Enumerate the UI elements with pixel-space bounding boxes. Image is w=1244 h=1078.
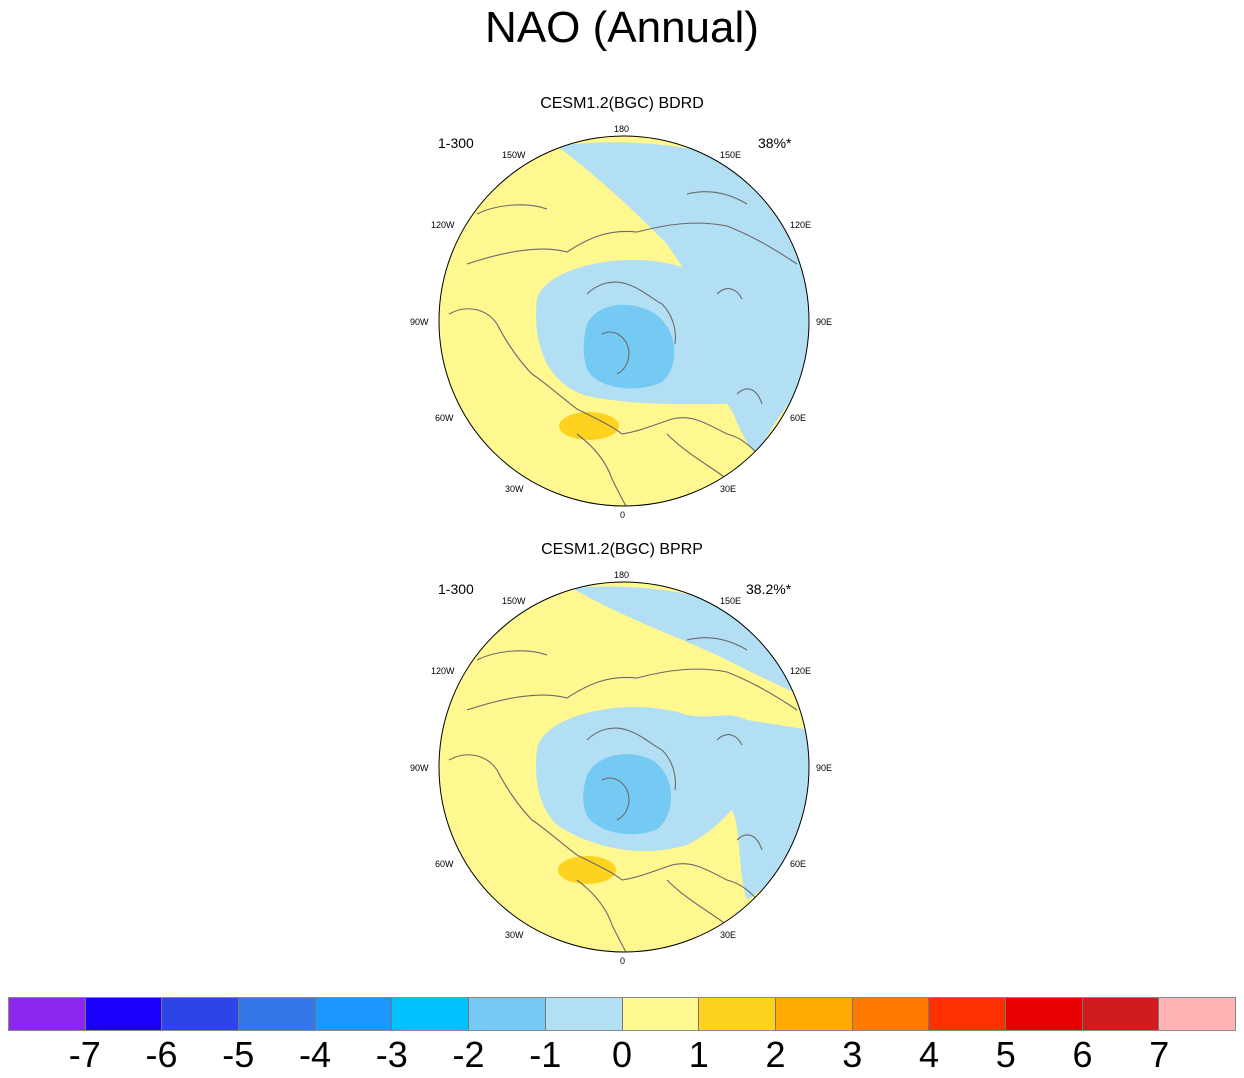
- colorbar-tick-label: 3: [842, 1034, 863, 1075]
- polar-map-bprp: [438, 581, 810, 953]
- lon-label-60e: 60E: [790, 413, 807, 423]
- colorbar-tick-label: -7: [68, 1034, 101, 1075]
- negative-anomaly-core: [583, 304, 675, 389]
- figure-title: NAO (Annual): [485, 3, 759, 52]
- colorbar-box: [392, 998, 470, 1030]
- positive-anomaly-azores: [558, 856, 616, 884]
- colorbar-tick-label: 1: [688, 1034, 709, 1075]
- colorbar-box: [85, 998, 163, 1030]
- lon-label-0: 0: [620, 510, 626, 520]
- lon-label-90e: 90E: [816, 317, 833, 327]
- coastlines: [448, 637, 798, 952]
- colorbar-box: [469, 998, 546, 1030]
- lon-label-30e: 30E: [720, 484, 737, 494]
- lon-label-90e: 90E: [816, 763, 833, 773]
- lon-label-60e: 60E: [790, 859, 807, 869]
- colorbar-tick-label: 6: [1072, 1034, 1093, 1075]
- negative-anomaly-core: [583, 754, 672, 835]
- panel-years-label: 1-300: [438, 135, 474, 151]
- panel-title: CESM1.2(BGC) BPRP: [541, 541, 703, 558]
- lon-label-150e: 150E: [720, 150, 742, 160]
- lon-label-30e: 30E: [720, 930, 737, 940]
- colorbar-box: [699, 998, 776, 1030]
- lon-label-180: 180: [614, 570, 630, 580]
- colorbar-box: [1005, 998, 1083, 1030]
- coastlines: [448, 191, 798, 506]
- panel-variance-label: 38.2%*: [746, 581, 792, 597]
- colorbar-tick-label: -5: [222, 1034, 255, 1075]
- map-boundary: [438, 135, 810, 507]
- positive-anomaly-azores: [559, 412, 619, 440]
- colorbar-tick-label: 4: [918, 1034, 940, 1075]
- lon-label-30w: 30W: [505, 930, 524, 940]
- colorbar-tick-label: -6: [145, 1034, 178, 1075]
- colorbar-box: [315, 998, 393, 1030]
- panel-years-label: 1-300: [438, 581, 474, 597]
- colorbar-box: [9, 998, 86, 1030]
- colorbar-box: [852, 998, 930, 1030]
- colorbar-box: [162, 998, 240, 1030]
- lon-label-30w: 30W: [505, 484, 524, 494]
- colorbar-tick-label: -4: [298, 1034, 332, 1075]
- colorbar-tick-label: -3: [375, 1034, 408, 1075]
- lon-label-60w: 60W: [435, 413, 454, 423]
- lon-label-0: 0: [620, 956, 626, 966]
- lon-label-120w: 120W: [431, 666, 455, 676]
- lon-label-120e: 120E: [790, 220, 812, 230]
- colorbar-box: [1082, 998, 1160, 1030]
- colorbar-tick-label: 0: [611, 1034, 633, 1075]
- lon-label-90w: 90W: [410, 763, 429, 773]
- colorbar-box: [545, 998, 623, 1030]
- panel-title: CESM1.2(BGC) BDRD: [540, 95, 704, 112]
- colorbar-box: [1159, 998, 1235, 1030]
- colorbar-box: [929, 998, 1006, 1030]
- map-boundary: [438, 581, 810, 953]
- negative-anomaly-pacific: [557, 142, 809, 314]
- colorbar: [8, 997, 1236, 1031]
- colorbar-tick-label: -1: [529, 1034, 562, 1075]
- colorbar-tick-label: -2: [452, 1034, 485, 1075]
- colorbar-tick-label: 7: [1149, 1034, 1170, 1075]
- colorbar-box: [239, 998, 316, 1030]
- lon-label-180: 180: [614, 124, 630, 134]
- polar-map-bdrd: [438, 135, 810, 507]
- negative-anomaly-arctic: [536, 707, 809, 900]
- colorbar-box: [775, 998, 853, 1030]
- lon-label-150w: 150W: [502, 150, 526, 160]
- lon-label-150e: 150E: [720, 596, 742, 606]
- colorbar-box: [622, 998, 700, 1030]
- lon-label-120w: 120W: [431, 220, 455, 230]
- lon-label-60w: 60W: [435, 859, 454, 869]
- lon-label-120e: 120E: [790, 666, 812, 676]
- colorbar-tick-label: 2: [765, 1034, 786, 1075]
- panel-variance-label: 38%*: [758, 135, 792, 151]
- lon-label-90w: 90W: [410, 317, 429, 327]
- colorbar-tick-label: 5: [995, 1034, 1016, 1075]
- lon-label-150w: 150W: [502, 596, 526, 606]
